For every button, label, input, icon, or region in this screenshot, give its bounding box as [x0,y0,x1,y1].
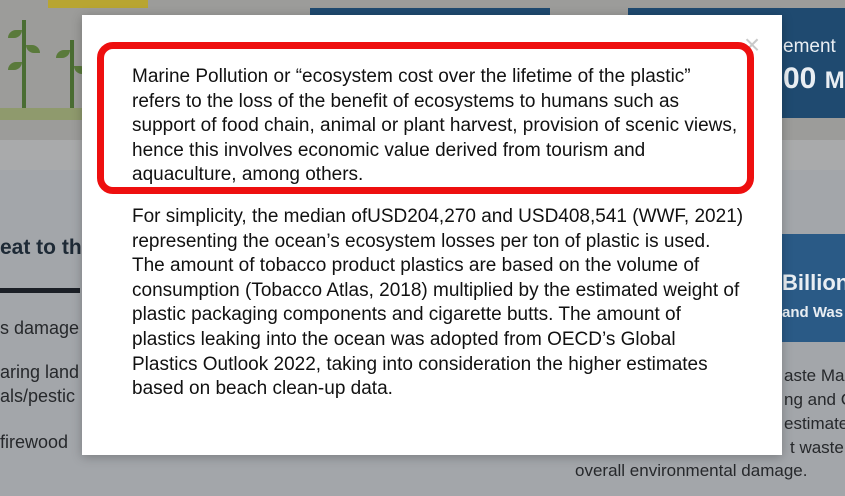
stat-card-right-value: Billion [782,270,845,295]
yellow-accent [48,0,148,8]
modal-paragraph-definition: Marine Pollution or “ecosystem cost over… [132,66,738,186]
right-text-line: estimate [784,414,845,433]
list-item: aring land [0,362,80,382]
modal-paragraph-methodology: For simplicity, the median ofUSD204,270 … [132,206,744,400]
heading-underline [0,288,80,293]
right-text-line: ng and C [784,390,845,409]
right-text-line: overall environmental damage. [575,461,808,480]
stat-card-right [782,234,845,342]
right-text-line: aste Mar [784,366,845,385]
right-text-line: t waste, [790,438,845,457]
list-item: firewood [0,432,69,452]
close-icon[interactable]: × [743,29,761,60]
info-modal: × Marine Pollution or “ecosystem cost ov… [82,15,782,455]
stat-card-value: 00 M [783,62,845,95]
list-item: s damage [0,318,80,338]
list-item: als/pestic [0,386,76,406]
stat-card-right-caption: and Was [782,304,844,321]
stat-card-label: ement [783,36,836,57]
section-heading: eat to th [0,236,82,259]
